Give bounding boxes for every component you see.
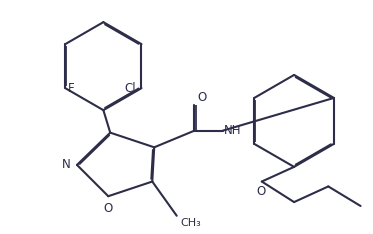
Text: O: O	[104, 202, 113, 215]
Text: CH₃: CH₃	[181, 218, 201, 228]
Text: O: O	[198, 91, 207, 104]
Text: Cl: Cl	[124, 82, 136, 95]
Text: NH: NH	[224, 124, 241, 137]
Text: N: N	[62, 158, 71, 172]
Text: O: O	[256, 186, 266, 198]
Text: F: F	[68, 82, 74, 95]
